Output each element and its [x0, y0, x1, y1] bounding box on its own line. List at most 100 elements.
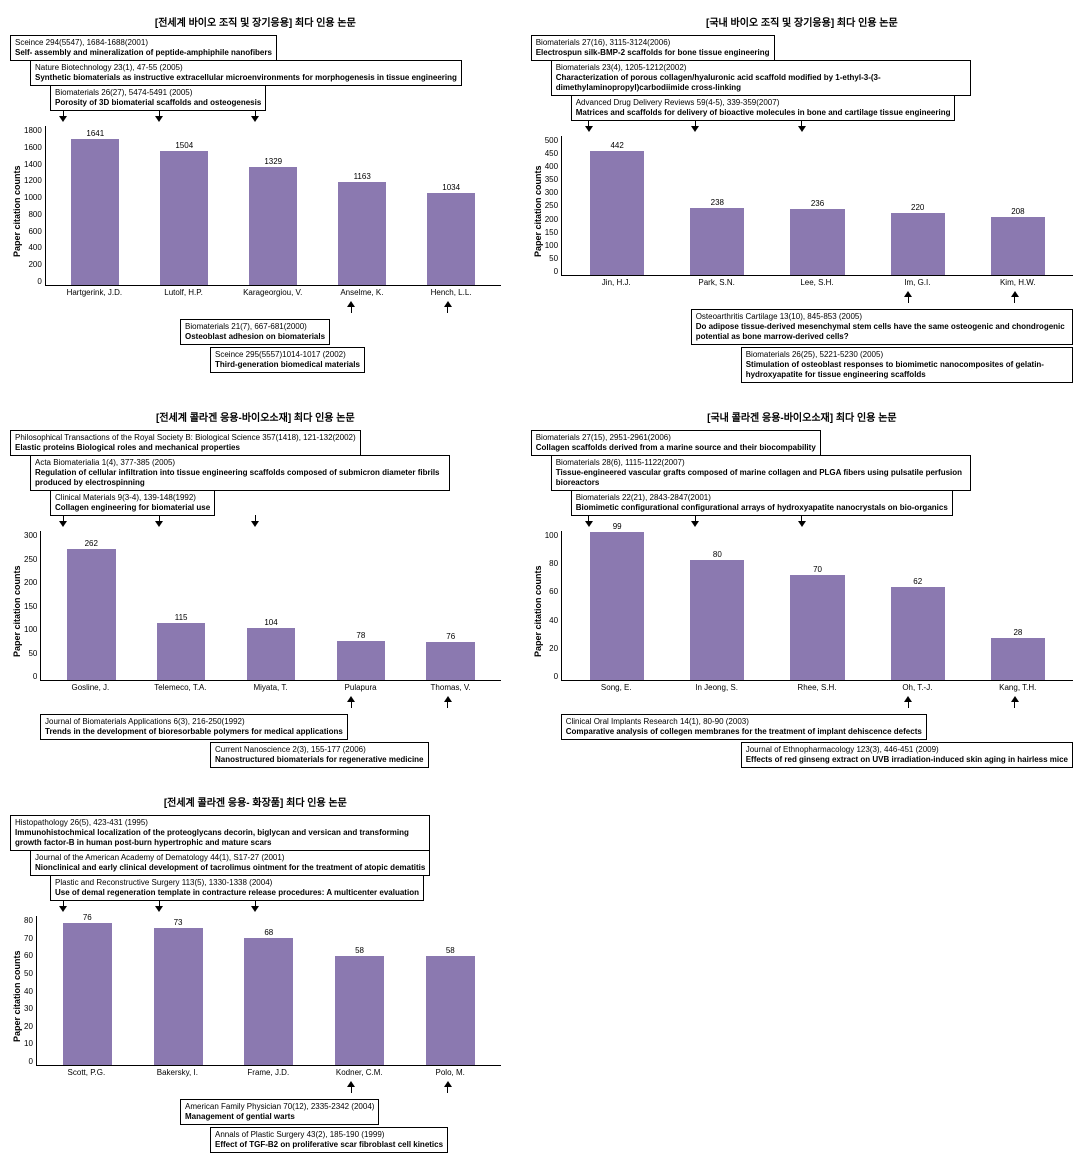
annotation-journal: Plastic and Reconstructive Surgery 113(5… — [55, 878, 419, 888]
bar-value-label: 62 — [913, 577, 922, 586]
upper-arrow-row — [10, 110, 501, 122]
bar-column: 104 — [231, 618, 312, 680]
y-axis-label: Paper citation counts — [531, 531, 545, 692]
bar — [991, 638, 1045, 680]
chart-panel-korea_collagen_bio: [국내 콜라겐 응용-바이오소재] 최다 인용 논문 Biomaterials 2… — [531, 405, 1073, 770]
annotation-journal: American Family Physician 70(12), 2335-2… — [185, 1102, 374, 1112]
annotation-journal: Current Nanoscience 2(3), 155-177 (2006) — [215, 745, 424, 755]
annotation-journal: Advanced Drug Delivery Reviews 59(4-5), … — [576, 98, 951, 108]
bar-value-label: 80 — [713, 550, 722, 559]
annotation-journal: Philosophical Transactions of the Royal … — [15, 433, 356, 443]
bar-chart: Paper citation counts8070605040302010076… — [10, 916, 501, 1077]
x-tick-label: Thomas, V. — [410, 683, 491, 692]
bar — [590, 532, 644, 681]
bar-chart: Paper citation counts3002502001501005002… — [10, 531, 501, 692]
x-axis-labels: Scott, P.G.Bakersky, I.Frame, J.D.Kodner… — [36, 1066, 501, 1077]
plot-area: 2621151047876 — [40, 531, 500, 681]
bar — [63, 923, 112, 1066]
annotation-journal: Histopathology 26(5), 423-431 (1995) — [15, 818, 425, 828]
bar-value-label: 28 — [1013, 628, 1022, 637]
annotation-journal: Acta Biomaterialia 1(4), 377-385 (2005) — [35, 458, 445, 468]
annotation-box: Biomaterials 22(21), 2843-2847(2001)Biom… — [571, 490, 953, 516]
annotation-journal: Annals of Plastic Surgery 43(2), 185-190… — [215, 1130, 443, 1140]
lower-arrow-row — [531, 291, 1073, 303]
bar-value-label: 78 — [356, 631, 365, 640]
charts-grid: [전세계 바이오 조직 및 장기응용] 최다 인용 논문 Sceince 294(… — [10, 10, 1073, 1155]
bar — [891, 213, 945, 275]
lower-arrow-row — [531, 696, 1073, 708]
x-axis-labels: Jin, H.J.Park, S.N.Lee, S.H.Im, G.I.Kim,… — [561, 276, 1073, 287]
y-axis-ticks: 300250200150100500 — [24, 531, 40, 681]
bar-column: 208 — [973, 207, 1063, 275]
bar-column: 99 — [572, 522, 662, 681]
x-tick-label: Kang, T.H. — [973, 683, 1063, 692]
x-axis-labels: Song, E.In Jeong, S.Rhee, S.H.Oh, T.-J.K… — [561, 681, 1073, 692]
bar-column: 73 — [137, 918, 219, 1065]
y-axis-label: Paper citation counts — [10, 531, 24, 692]
annotation-title: Effect of TGF-B2 on proliferative scar f… — [215, 1140, 443, 1150]
x-tick-label: Gosline, J. — [50, 683, 131, 692]
annotation-journal: Sceince 294(5547), 1684-1688(2001) — [15, 38, 272, 48]
annotation-journal: Journal of Biomaterials Applications 6(3… — [45, 717, 343, 727]
bar — [426, 642, 475, 680]
bar-column: 62 — [873, 577, 963, 680]
x-tick-label: Hartgerink, J.D. — [54, 288, 134, 297]
plot-column: 7673685858Scott, P.G.Bakersky, I.Frame, … — [36, 916, 501, 1077]
x-tick-label: Frame, J.D. — [227, 1068, 309, 1077]
x-axis-labels: Hartgerink, J.D.Lutolf, H.P.Karageorgiou… — [45, 286, 501, 297]
annotation-title: Do adipose tissue-derived mesenchymal st… — [696, 322, 1068, 342]
upper-annotations: Histopathology 26(5), 423-431 (1995)Immu… — [10, 815, 501, 900]
annotation-box: Acta Biomaterialia 1(4), 377-385 (2005)R… — [30, 455, 450, 491]
annotation-journal: Clinical Oral Implants Research 14(1), 8… — [566, 717, 922, 727]
annotation-journal: Sceince 295(5557)1014-1017 (2002) — [215, 350, 360, 360]
annotation-title: Nanostructured biomaterials for regenera… — [215, 755, 424, 765]
bar-column: 1163 — [322, 172, 402, 285]
annotation-box: Journal of Biomaterials Applications 6(3… — [40, 714, 348, 740]
bar — [427, 193, 475, 285]
bars-row: 2621151047876 — [41, 531, 500, 680]
y-axis-label: Paper citation counts — [531, 136, 545, 287]
annotation-journal: Journal of Ethnopharmacology 123(3), 446… — [746, 745, 1068, 755]
bar — [337, 641, 386, 680]
x-tick-label: Kim, H.W. — [973, 278, 1063, 287]
plot-area: 16411504132911631034 — [45, 126, 501, 286]
annotation-box: Plastic and Reconstructive Surgery 113(5… — [50, 875, 424, 901]
annotation-journal: Biomaterials 27(15), 2951-2961(2006) — [536, 433, 816, 443]
annotation-box: American Family Physician 70(12), 2335-2… — [180, 1099, 379, 1125]
bar-column: 115 — [141, 613, 222, 681]
plot-area: 9980706228 — [561, 531, 1073, 681]
annotation-journal: Biomaterials 22(21), 2843-2847(2001) — [576, 493, 948, 503]
annotation-title: Nionclinical and early clinical developm… — [35, 863, 425, 873]
lower-annotations: Clinical Oral Implants Research 14(1), 8… — [531, 714, 1073, 770]
x-tick-label: Miyata, T. — [230, 683, 311, 692]
annotation-box: Philosophical Transactions of the Royal … — [10, 430, 361, 456]
annotation-box: Journal of the American Academy of Demat… — [30, 850, 430, 876]
upper-annotations: Philosophical Transactions of the Royal … — [10, 430, 501, 515]
annotation-box: Nature Biotechnology 23(1), 47-55 (2005)… — [30, 60, 462, 86]
annotation-journal: Biomaterials 28(6), 1115-1122(2007) — [556, 458, 966, 468]
x-tick-label: Karageorgiou, V. — [233, 288, 313, 297]
upper-annotations: Sceince 294(5547), 1684-1688(2001)Self- … — [10, 35, 501, 110]
bar-value-label: 104 — [264, 618, 277, 627]
panel-title: [국내 콜라겐 응용-바이오소재] 최다 인용 논문 — [531, 409, 1073, 424]
bar-column: 28 — [973, 628, 1063, 680]
panel-title: [전세계 바이오 조직 및 장기응용] 최다 인용 논문 — [10, 14, 501, 29]
annotation-box: Histopathology 26(5), 423-431 (1995)Immu… — [10, 815, 430, 851]
bar — [335, 956, 384, 1065]
bar — [590, 151, 644, 275]
annotation-journal: Clinical Materials 9(3-4), 139-148(1992) — [55, 493, 210, 503]
annotation-title: Characterization of porous collagen/hyal… — [556, 73, 966, 93]
bar-value-label: 76 — [83, 913, 92, 922]
annotation-box: Annals of Plastic Surgery 43(2), 185-190… — [210, 1127, 448, 1153]
annotation-journal: Biomaterials 26(27), 5474-5491 (2005) — [55, 88, 261, 98]
annotation-title: Self- assembly and mineralization of pep… — [15, 48, 272, 58]
bars-row: 442238236220208 — [562, 136, 1073, 275]
bars-row: 16411504132911631034 — [46, 126, 501, 285]
bar — [249, 167, 297, 285]
bar-column: 70 — [772, 565, 862, 680]
y-axis-label: Paper citation counts — [10, 126, 24, 297]
chart-panel-korea_bio: [국내 바이오 조직 및 장기응용] 최다 인용 논문Biomaterials … — [531, 10, 1073, 385]
bar-column: 76 — [410, 632, 491, 680]
annotation-box: Clinical Oral Implants Research 14(1), 8… — [561, 714, 927, 740]
upper-arrow-row — [10, 900, 501, 912]
